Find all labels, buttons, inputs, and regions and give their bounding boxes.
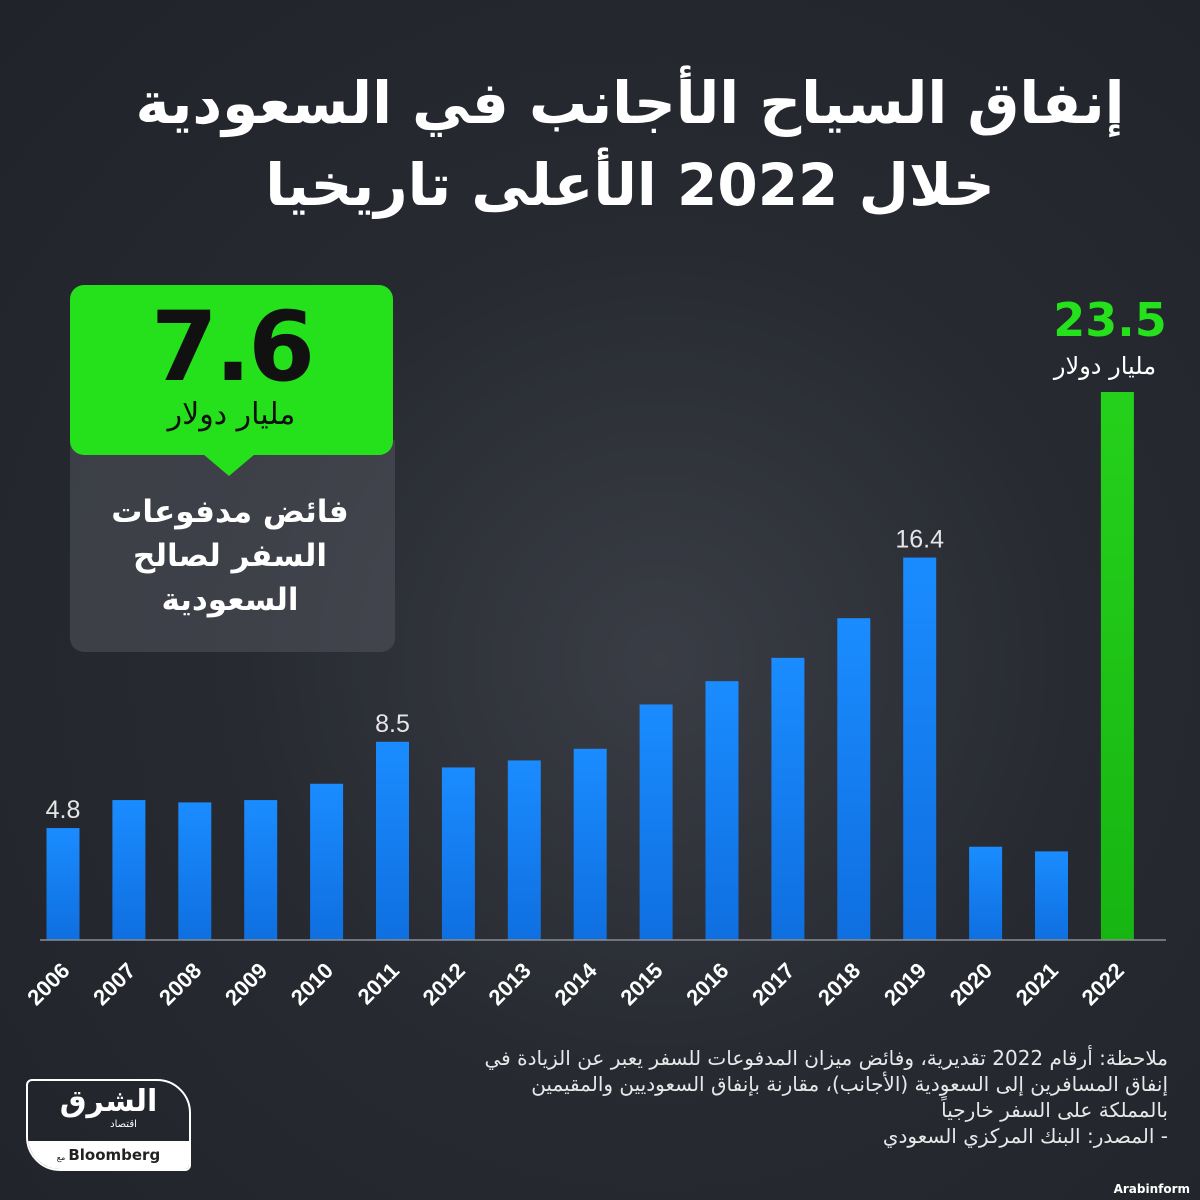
surplus-unit: مليار دولار bbox=[167, 397, 296, 432]
x-tick-2022: 2022 bbox=[1077, 958, 1129, 1010]
bar-2009 bbox=[244, 800, 278, 940]
x-tick-2006: 2006 bbox=[22, 958, 74, 1010]
x-tick-2019: 2019 bbox=[879, 958, 931, 1010]
bar-2008 bbox=[178, 802, 212, 940]
bar-2017 bbox=[771, 657, 805, 940]
bar-2014 bbox=[573, 748, 607, 940]
bar-2006 bbox=[46, 828, 80, 940]
bar-2020 bbox=[969, 846, 1003, 940]
asharq-bloomberg-logo: الشرق اقتصاد مع Bloomberg bbox=[26, 1079, 191, 1171]
note-line-1: ملاحظة: أرقام 2022 تقديرية، وفائض ميزان … bbox=[484, 1046, 1168, 1070]
bar-2018 bbox=[837, 618, 871, 940]
surplus-description: فائض مدفوعات السفر لصالح السعودية bbox=[111, 494, 349, 618]
logo-brand: مع Bloomberg bbox=[28, 1141, 189, 1169]
source: - المصدر: البنك المركزي السعودي bbox=[882, 1124, 1168, 1148]
callout-pointer bbox=[203, 454, 255, 476]
bar-2013 bbox=[507, 760, 541, 940]
x-tick-2015: 2015 bbox=[615, 958, 667, 1010]
x-tick-2016: 2016 bbox=[681, 958, 733, 1010]
surplus-callout: 7.6 مليار دولار bbox=[70, 285, 393, 455]
x-tick-2021: 2021 bbox=[1011, 958, 1063, 1010]
highlight-unit: مليار دولار bbox=[1053, 352, 1157, 380]
logo-brand-text: Bloomberg bbox=[68, 1146, 161, 1164]
x-tick-2009: 2009 bbox=[220, 958, 272, 1010]
surplus-value: 7.6 bbox=[150, 291, 315, 403]
credit: Arabinform bbox=[1113, 1182, 1190, 1196]
bar-2021 bbox=[1035, 851, 1068, 940]
x-tick-2008: 2008 bbox=[154, 958, 206, 1010]
footnote: ملاحظة: أرقام 2022 تقديرية، وفائض ميزان … bbox=[268, 1045, 1168, 1149]
logo-sub: اقتصاد bbox=[110, 1119, 137, 1130]
bar-2012 bbox=[441, 767, 475, 940]
x-tick-2012: 2012 bbox=[418, 958, 470, 1010]
x-tick-2010: 2010 bbox=[286, 958, 338, 1010]
logo-arabic: الشرق bbox=[59, 1084, 158, 1119]
x-tick-2020: 2020 bbox=[945, 958, 997, 1010]
title-line-2: خلال 2022 الأعلى تاريخيا bbox=[265, 151, 996, 219]
bar-2011 bbox=[376, 741, 409, 940]
bar-2015 bbox=[639, 704, 673, 940]
data-label-2019: 16.4 bbox=[895, 526, 944, 554]
x-tick-2011: 2011 bbox=[353, 958, 404, 1009]
x-tick-2014: 2014 bbox=[549, 957, 602, 1010]
title-line-1: إنفاق السياح الأجانب في السعودية bbox=[135, 69, 1125, 137]
note-line-3: بالمملكة على السفر خارجياً bbox=[941, 1098, 1168, 1122]
x-tick-2013: 2013 bbox=[484, 958, 536, 1010]
note-line-2: إنفاق المسافرين إلى السعودية (الأجانب)، … bbox=[531, 1072, 1168, 1096]
highlight-value: 23.5 bbox=[1053, 293, 1167, 347]
x-tick-2017: 2017 bbox=[747, 958, 799, 1010]
bar-2007 bbox=[112, 800, 146, 940]
bar-2016 bbox=[705, 681, 739, 940]
logo-with: مع bbox=[56, 1153, 66, 1162]
bar-2022 bbox=[1100, 392, 1134, 940]
bar-2010 bbox=[310, 783, 344, 940]
x-tick-2018: 2018 bbox=[813, 958, 865, 1010]
chart-title: إنفاق السياح الأجانب في السعودية خلال 20… bbox=[130, 62, 1130, 226]
data-label-2006: 4.8 bbox=[46, 796, 81, 824]
bar-2019 bbox=[903, 557, 937, 940]
data-label-2011: 8.5 bbox=[375, 710, 410, 738]
x-tick-2007: 2007 bbox=[88, 958, 140, 1010]
